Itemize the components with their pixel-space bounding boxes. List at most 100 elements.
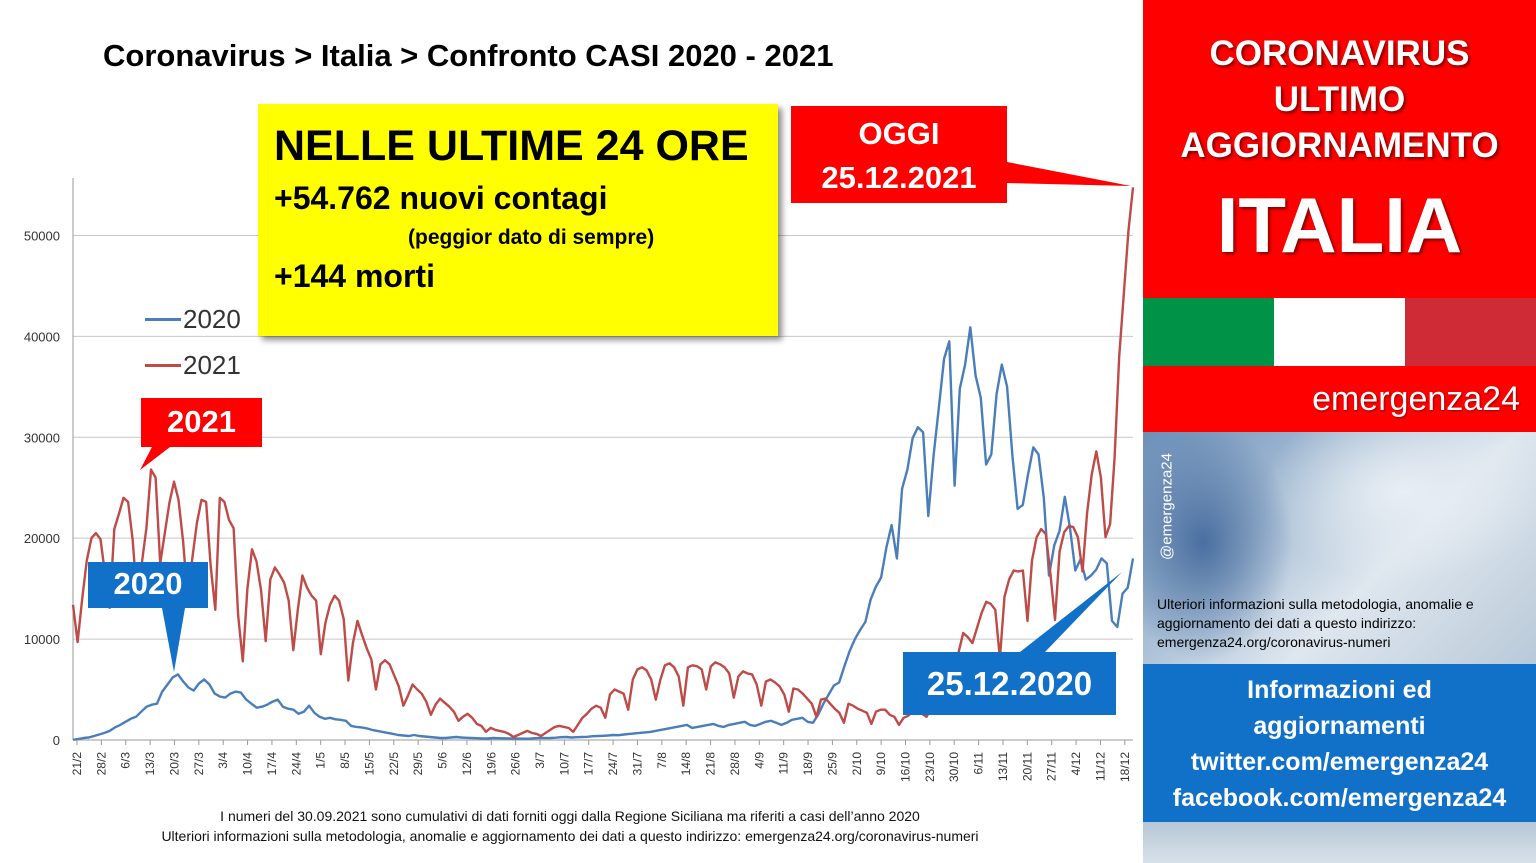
y-tick-label: 30000 bbox=[24, 430, 60, 445]
x-tick-label: 24/7 bbox=[606, 752, 620, 776]
x-tick-label: 13/3 bbox=[143, 752, 157, 776]
page-title: Coronavirus > Italia > Confronto CASI 20… bbox=[103, 38, 834, 73]
x-tick-label: 18/9 bbox=[801, 752, 815, 776]
callout-2020-shape bbox=[88, 562, 208, 672]
sidebar-title-line-1: CORONAVIRUS bbox=[1209, 34, 1470, 73]
facebook-link[interactable]: facebook.com/emergenza24 bbox=[1172, 784, 1507, 812]
x-tick-label: 27/11 bbox=[1045, 752, 1059, 781]
x-tick-label: 1/5 bbox=[314, 752, 328, 769]
footer-line-1: I numeri del 30.09.2021 sono cumulativi … bbox=[220, 808, 920, 824]
x-tick-label: 28/8 bbox=[728, 752, 742, 776]
italian-flag-icon bbox=[1143, 298, 1536, 366]
x-tick-label: 3/4 bbox=[216, 752, 230, 769]
twitter-link[interactable]: twitter.com/emergenza24 bbox=[1190, 748, 1489, 776]
x-tick-label: 25/9 bbox=[825, 752, 839, 776]
brand-name: emergenza24 bbox=[1312, 380, 1520, 418]
callout-2020-label: 2020 bbox=[113, 566, 183, 601]
sidebar-title-line-3: AGGIORNAMENTO bbox=[1180, 126, 1499, 165]
x-tick-label: 26/6 bbox=[509, 752, 523, 776]
x-axis-tick-labels: 21/2 28/2 6/3 13/3 20/3 27/3 3/4 10/4 17/4 24/4 1/… bbox=[70, 752, 1132, 782]
brand-bar: emergenza24 bbox=[1143, 366, 1536, 432]
highlight-note: (peggior dato di sempre) bbox=[408, 226, 655, 249]
x-tick-label: 2/10 bbox=[850, 752, 864, 776]
x-tick-label: 17/4 bbox=[265, 752, 279, 776]
flag-white-stripe bbox=[1274, 298, 1405, 366]
callout-2021-shape bbox=[140, 398, 262, 470]
callout-date-2020-label: 25.12.2020 bbox=[926, 665, 1093, 702]
sidebar: CORONAVIRUS ULTIMO AGGIORNAMENTO ITALIA … bbox=[1143, 0, 1536, 863]
callout-date-2020-shape bbox=[903, 572, 1122, 715]
flag-red-stripe bbox=[1405, 298, 1536, 366]
x-tick-label: 24/4 bbox=[289, 752, 303, 776]
x-tick-label: 19/6 bbox=[484, 752, 498, 776]
cases-chart: 0 10000 20000 30000 40000 50000 21/2 28/2 6/3 13… bbox=[24, 106, 1135, 782]
sidebar-footer-strip bbox=[1143, 822, 1536, 863]
x-tick-label: 4/12 bbox=[1069, 752, 1083, 776]
x-tick-label: 4/9 bbox=[752, 752, 766, 769]
x-tick-label: 22/5 bbox=[387, 752, 401, 776]
x-tick-label: 20/3 bbox=[167, 752, 181, 776]
x-tick-label: 27/3 bbox=[192, 752, 206, 776]
footer-line-2: Ulteriori informazioni sulla metodologia… bbox=[161, 828, 979, 844]
legend-item-2020: 2020 bbox=[145, 296, 241, 342]
callout-oggi-line1: OGGI bbox=[858, 116, 940, 151]
methodology-note: Ulteriori informazioni sulla metodologia… bbox=[1157, 596, 1474, 650]
chart-axes bbox=[72, 178, 1133, 745]
x-tick-label: 17/7 bbox=[582, 752, 596, 776]
legend-swatch-2021 bbox=[145, 363, 181, 367]
callout-2021-label: 2021 bbox=[167, 404, 236, 439]
sidebar-title-line-2: ULTIMO bbox=[1273, 80, 1406, 119]
x-tick-label: 10/7 bbox=[557, 752, 571, 776]
x-tick-label: 28/2 bbox=[94, 752, 108, 776]
sidebar-country: ITALIA bbox=[1216, 181, 1463, 269]
y-tick-label: 10000 bbox=[24, 632, 60, 647]
legend-label-2020: 2020 bbox=[183, 303, 241, 334]
x-tick-label: 5/6 bbox=[436, 752, 450, 769]
y-tick-label: 0 bbox=[53, 733, 60, 748]
x-tick-label: 15/5 bbox=[362, 752, 376, 776]
legend-label-2021: 2021 bbox=[183, 349, 241, 380]
sidebar-header: CORONAVIRUS ULTIMO AGGIORNAMENTO ITALIA bbox=[1143, 0, 1536, 298]
highlight-deaths: +144 morti bbox=[274, 258, 435, 294]
x-tick-label: 9/10 bbox=[874, 752, 888, 776]
y-tick-label: 40000 bbox=[24, 329, 60, 344]
x-tick-label: 7/8 bbox=[655, 752, 669, 769]
info-line-2: aggiornamenti bbox=[1253, 712, 1426, 740]
footer-notes: I numeri del 30.09.2021 sono cumulativi … bbox=[0, 806, 1140, 846]
legend-item-2021: 2021 bbox=[145, 342, 241, 388]
chart-legend: 2020 2021 bbox=[145, 296, 241, 388]
callout-oggi-line2: 25.12.2021 bbox=[821, 160, 977, 195]
x-tick-label: 8/5 bbox=[338, 752, 352, 769]
series-line-2020 bbox=[72, 326, 1135, 741]
x-tick-label: 14/8 bbox=[679, 752, 693, 776]
highlight-headline: NELLE ULTIME 24 ORE bbox=[274, 122, 749, 170]
info-panel: Informazioni ed aggiornamenti twitter.co… bbox=[1143, 664, 1536, 822]
x-tick-label: 16/10 bbox=[899, 752, 913, 782]
x-tick-label: 18/12 bbox=[1118, 752, 1132, 782]
x-tick-label: 11/9 bbox=[777, 752, 791, 775]
x-tick-label: 23/10 bbox=[923, 752, 937, 782]
highlight-box: NELLE ULTIME 24 ORE +54.762 nuovi contag… bbox=[258, 104, 778, 336]
x-tick-label: 30/10 bbox=[947, 752, 961, 782]
x-tick-label: 3/7 bbox=[533, 752, 547, 769]
x-tick-label: 6/11 bbox=[972, 752, 986, 775]
y-axis-tick-labels: 0 10000 20000 30000 40000 50000 bbox=[24, 228, 60, 748]
callout-shapes bbox=[88, 106, 1131, 715]
flag-green-stripe bbox=[1143, 298, 1274, 366]
x-tick-label: 11/12 bbox=[1093, 752, 1107, 781]
legend-swatch-2020 bbox=[145, 317, 181, 321]
x-tick-label: 29/5 bbox=[411, 752, 425, 776]
y-tick-label: 50000 bbox=[24, 228, 60, 243]
x-tick-label: 10/4 bbox=[241, 752, 255, 776]
x-tick-label: 21/2 bbox=[70, 752, 84, 776]
y-tick-label: 20000 bbox=[24, 531, 60, 546]
x-tick-label: 12/6 bbox=[460, 752, 474, 776]
callout-oggi-shape bbox=[791, 106, 1131, 203]
info-line-1: Informazioni ed bbox=[1247, 676, 1432, 704]
x-tick-label: 21/8 bbox=[704, 752, 718, 776]
x-tick-label: 6/3 bbox=[119, 752, 133, 769]
x-tick-label: 31/7 bbox=[630, 752, 644, 776]
sidebar-photo: @emergenza24 Ulteriori informazioni sull… bbox=[1143, 432, 1536, 664]
highlight-new-cases: +54.762 nuovi contagi bbox=[274, 180, 608, 216]
social-handle: @emergenza24 bbox=[1158, 453, 1176, 560]
